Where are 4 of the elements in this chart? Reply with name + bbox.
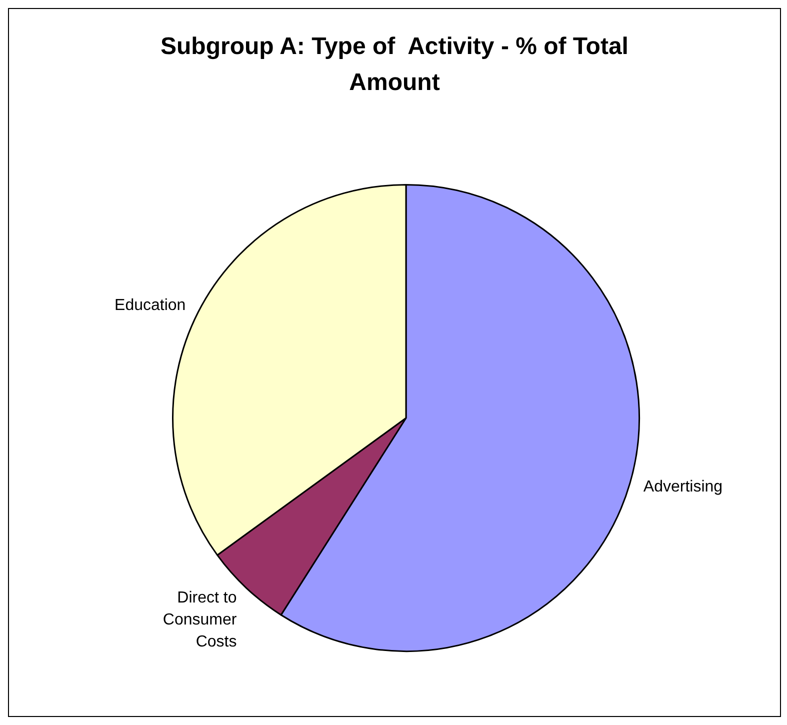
- slice-label: Education: [114, 297, 186, 314]
- slice-label: Direct to Consumer Costs: [162, 590, 238, 651]
- slice-label: Advertising: [643, 478, 723, 496]
- chart-title: Subgroup A: Type of Activity - % of Total Amount: [160, 32, 630, 98]
